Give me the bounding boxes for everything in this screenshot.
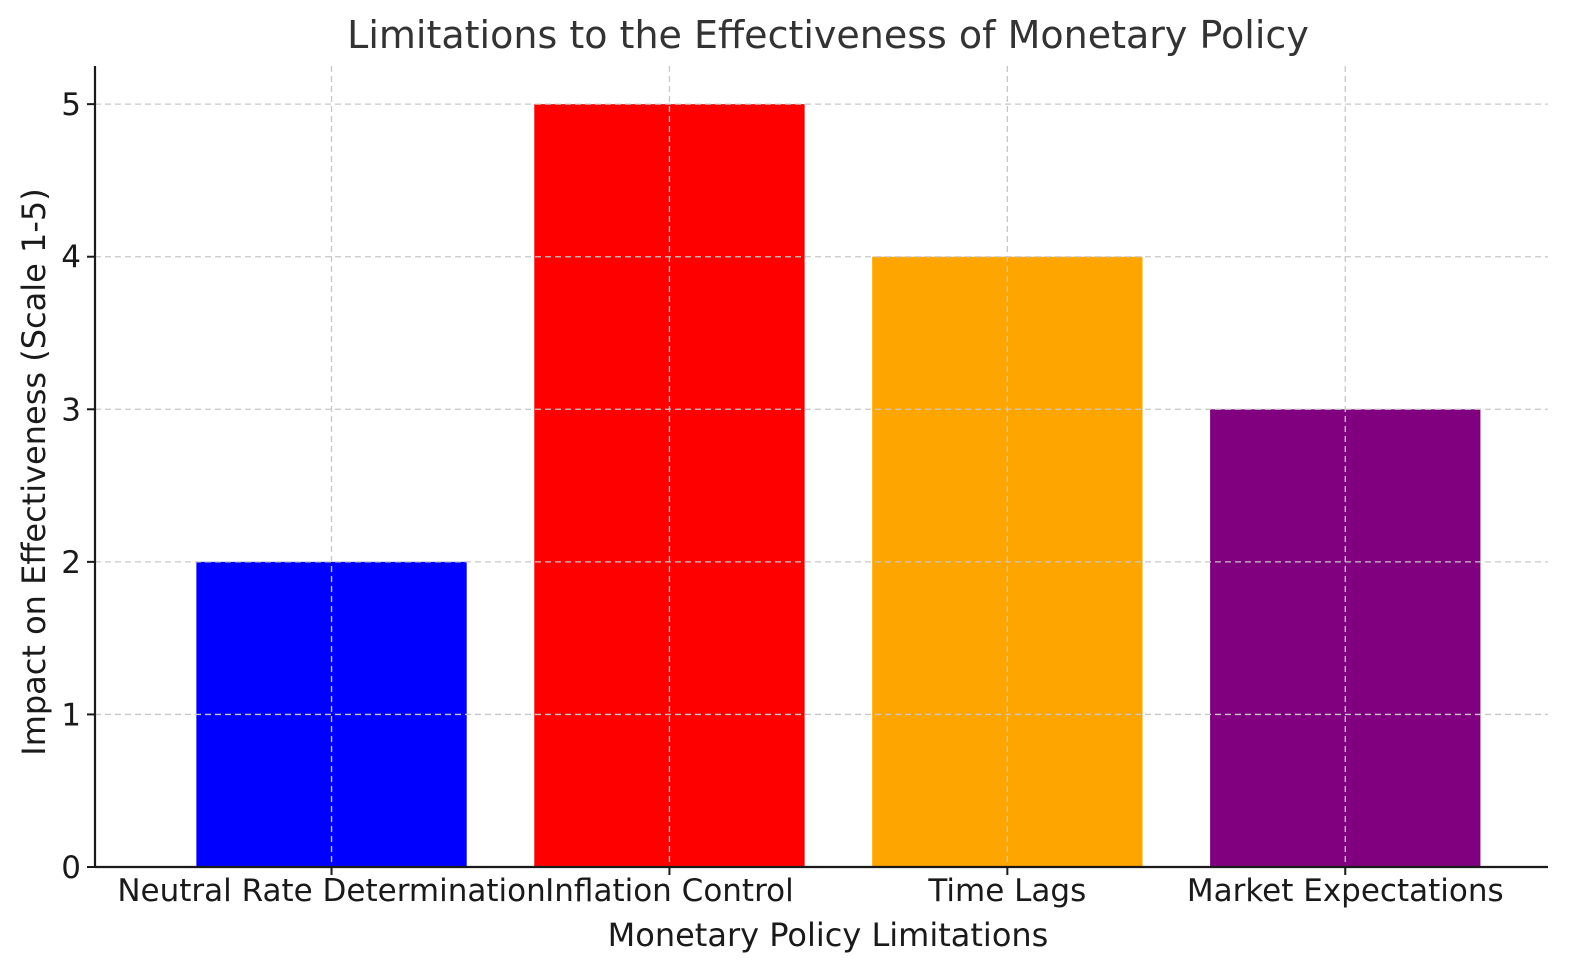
x-tick-label: Time Lags — [927, 873, 1086, 909]
y-tick-label: 5 — [61, 87, 81, 123]
y-tick-label: 2 — [61, 545, 81, 581]
x-tick-label: Market Expectations — [1187, 873, 1504, 909]
grid-layer — [95, 66, 1548, 867]
axes-layer — [93, 66, 1548, 869]
x-tick-label: Inflation Control — [545, 873, 794, 909]
ticks-layer: 0 1 2 3 4 5 Neutral Rate Determination Inflatio… — [61, 87, 1503, 909]
y-tick-label: 1 — [61, 697, 81, 733]
chart-title: Limitations to the Effectiveness of Mone… — [347, 13, 1309, 57]
y-axis-label: Impact on Effectiveness (Scale 1-5) — [15, 188, 53, 755]
x-axis-label: Monetary Policy Limitations — [608, 916, 1049, 954]
y-tick-label: 3 — [61, 392, 81, 428]
x-tick-label: Neutral Rate Determination — [117, 873, 545, 909]
bars-layer — [196, 104, 1481, 867]
y-tick-label: 4 — [61, 240, 81, 276]
y-tick-label: 0 — [61, 850, 81, 886]
